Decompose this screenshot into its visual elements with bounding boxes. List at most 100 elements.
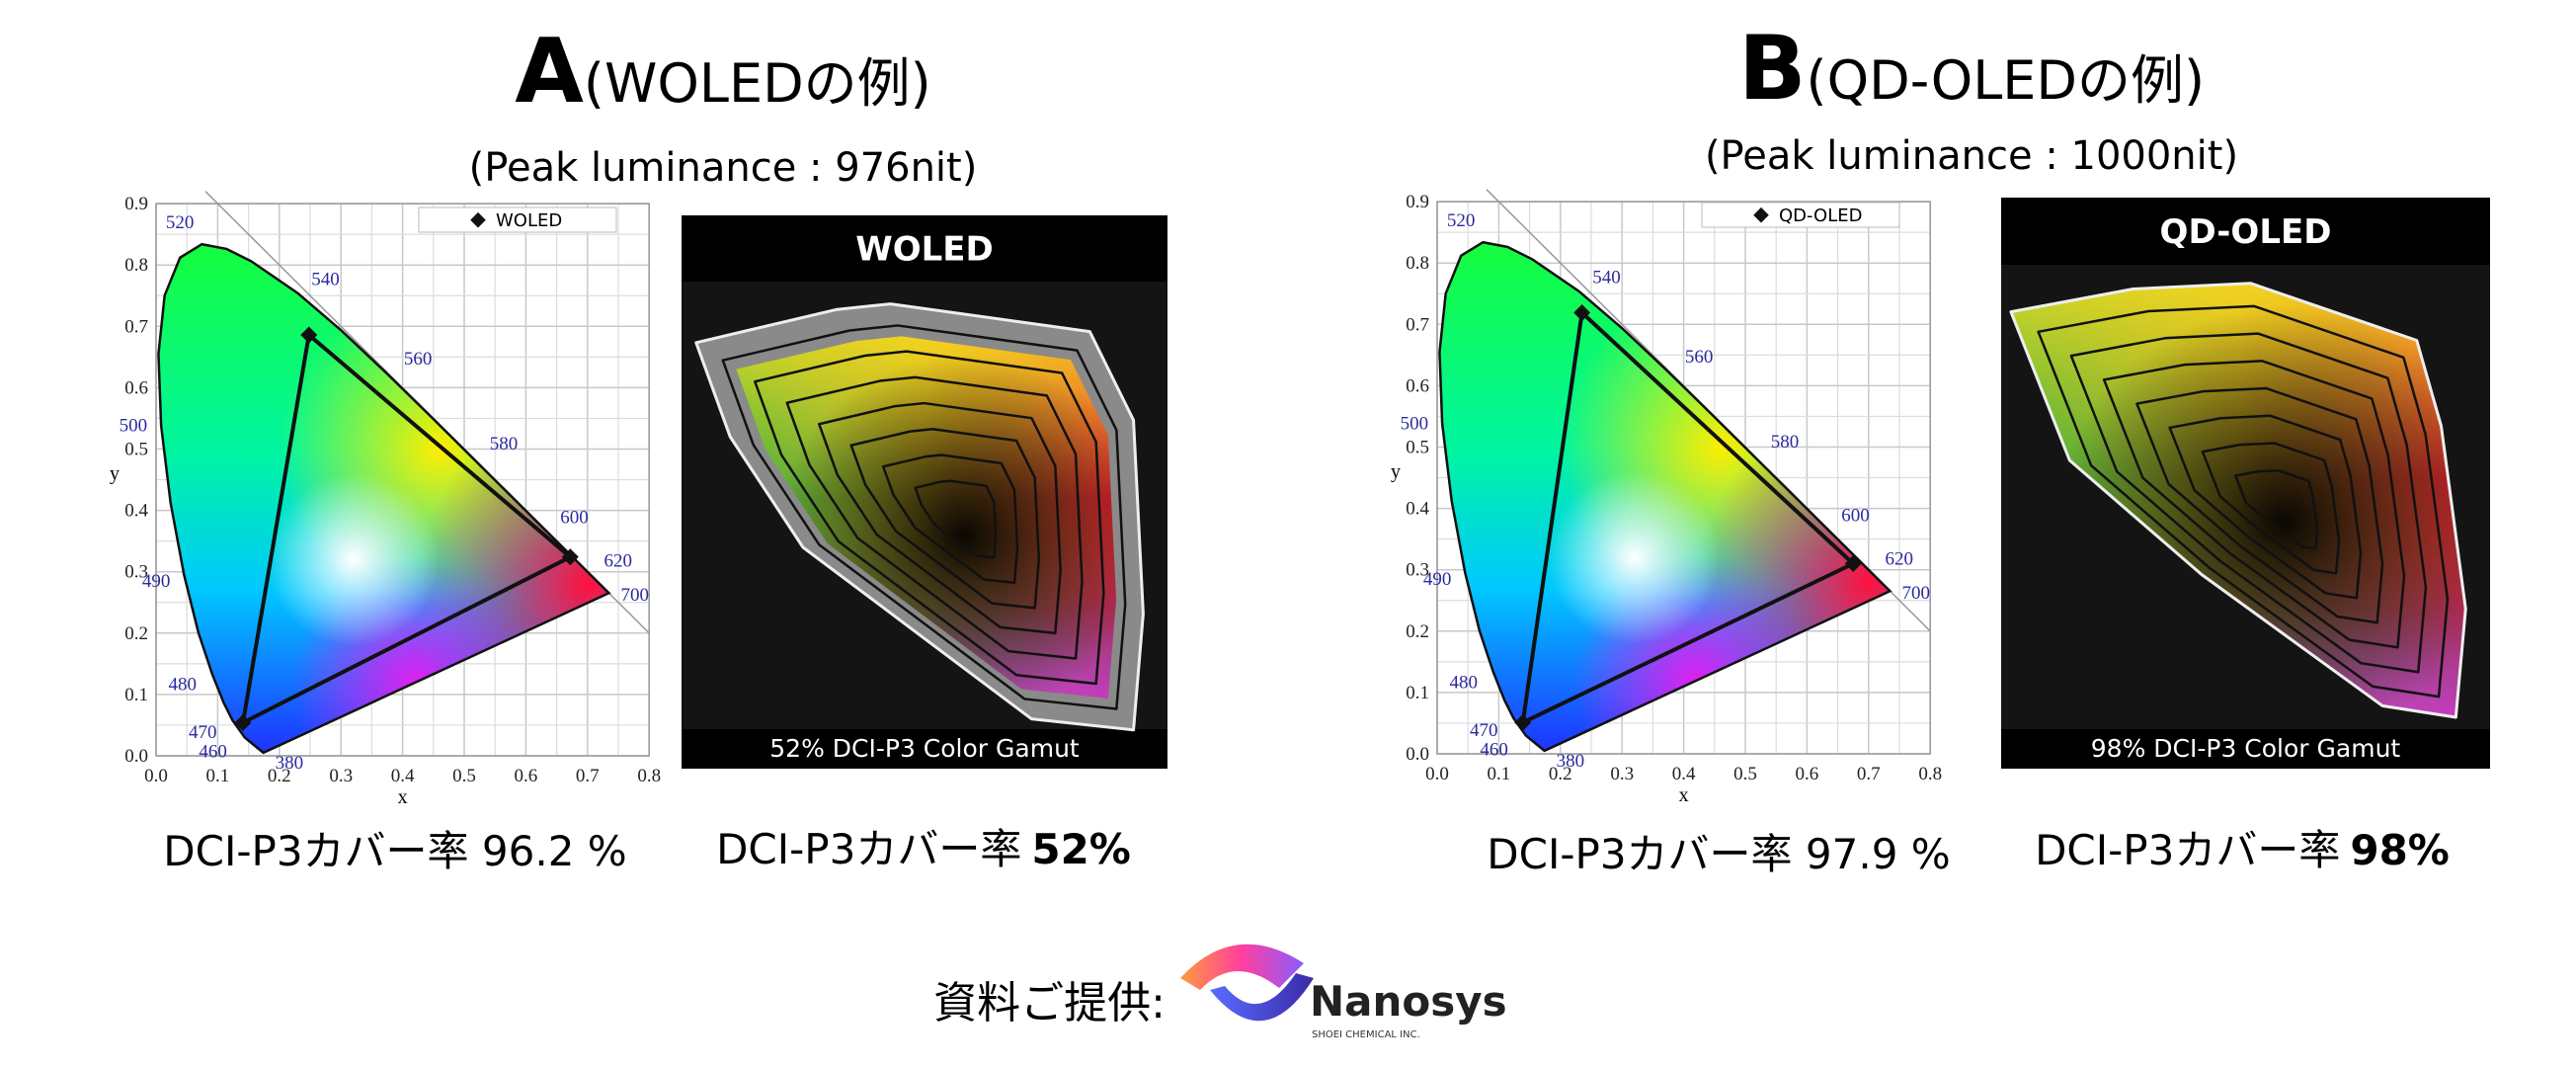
plot-frame [155, 203, 650, 757]
wavelength-label: 560 [404, 349, 433, 370]
wavelength-label: 380 [1557, 751, 1585, 772]
wavelength-label: 460 [199, 742, 227, 763]
gamut-ring [785, 375, 1084, 660]
coverage-chart: DCI-P3カバー率 96.2 % [163, 827, 626, 875]
y-tick-label: 0.1 [1406, 683, 1429, 703]
wavelength-label: 500 [1401, 414, 1429, 435]
x-tick-label: 0.1 [1488, 764, 1511, 784]
gamut-ring [2233, 469, 2319, 550]
gamut-image-footer [682, 729, 1167, 769]
gamut-dark [736, 336, 1117, 699]
legend-label: QD-OLED [1779, 206, 1862, 226]
gamut-image-title: QD-OLED [2160, 212, 2332, 252]
y-tick-label: 0.4 [1406, 499, 1429, 520]
gamut-image-footer [2001, 729, 2490, 769]
wavelength-label: 600 [1841, 506, 1870, 527]
y-tick-label: 0.3 [124, 562, 148, 583]
wavelength-label: 480 [168, 675, 197, 696]
locus-blend [1548, 470, 1722, 644]
gamut-outline [2009, 282, 2467, 719]
locus-outline [157, 242, 611, 755]
wavelength-label: 620 [1885, 549, 1913, 570]
x-axis-label: x [1679, 784, 1689, 806]
wavelength-label: 470 [189, 722, 217, 743]
gamut-ring [2102, 360, 2406, 649]
panel-letter: B [1738, 17, 1807, 121]
y-tick-label: 0.5 [1406, 438, 1429, 458]
coverage-value: 52% [1031, 825, 1131, 873]
x-tick-label: 0.8 [1918, 764, 1942, 784]
locus-fill [1439, 242, 1891, 751]
locus-blend [267, 472, 441, 646]
y-tick-label: 0.8 [1406, 253, 1429, 274]
primary-point [300, 326, 318, 344]
y-tick-label: 0.6 [1406, 375, 1429, 396]
wavelength-label: 460 [1480, 740, 1508, 761]
panel-title: B(QD-OLEDの例) [1738, 17, 2205, 121]
locus-fill [158, 244, 609, 753]
gamut-image-title: WOLED [855, 230, 994, 270]
x-tick-label: 0.1 [206, 766, 230, 786]
logo-sub: SHOEI CHEMICAL INC. [1312, 1029, 1420, 1040]
x-tick-label: 0.4 [1672, 764, 1696, 784]
x-tick-label: 0.5 [1733, 764, 1757, 784]
y-tick-label: 0.3 [1406, 560, 1429, 581]
wavelength-label: 700 [1901, 583, 1930, 604]
wavelength-label: 560 [1685, 347, 1714, 368]
panel-subtitle: (Peak luminance : 1000nit) [1705, 133, 2238, 179]
y-tick-label: 0.1 [124, 685, 148, 705]
plot-frame [1436, 201, 1931, 755]
y-tick-label: 0.0 [1406, 744, 1429, 765]
coverage-prefix: DCI-P3カバー率 [2035, 826, 2340, 874]
y-tick-label: 0.7 [1406, 314, 1429, 335]
wavelength-label: 620 [604, 551, 632, 572]
gamut-outline [694, 302, 1145, 732]
gamut-triangle [240, 331, 574, 727]
x-tick-label: 0.0 [1425, 764, 1449, 784]
coverage-image: DCI-P3カバー率 98% [2035, 826, 2450, 874]
wavelength-label: 490 [1423, 569, 1452, 590]
panel-title-text: (QD-OLEDの例) [1807, 49, 2206, 112]
wavelength-label: 540 [1592, 268, 1621, 288]
y-tick-label: 0.7 [124, 316, 148, 337]
x-tick-label: 0.6 [515, 766, 538, 786]
wavelength-label: 480 [1449, 673, 1478, 694]
gamut-ring [2135, 386, 2384, 624]
x-tick-label: 0.3 [1610, 764, 1634, 784]
gamut-ring [2201, 442, 2341, 575]
coverage-chart: DCI-P3カバー率 97.9 % [1487, 830, 1950, 878]
coverage-prefix: DCI-P3カバー率 [716, 825, 1021, 873]
wavelength-label: 380 [276, 753, 304, 774]
gamut-ring [881, 453, 1019, 585]
gamut-ring [2037, 304, 2450, 699]
gamut-image-caption: 52% DCI-P3 Color Gamut [769, 734, 1080, 763]
gamut-image-header [2001, 198, 2490, 265]
wavelength-label: 540 [311, 270, 340, 290]
gamut-ring [2069, 332, 2428, 674]
legend-marker [470, 211, 486, 228]
y-tick-label: 0.9 [124, 194, 148, 214]
gamut-ring [2168, 414, 2363, 600]
x-tick-label: 0.2 [1549, 764, 1572, 784]
primary-point [561, 548, 579, 566]
y-tick-label: 0.2 [1406, 621, 1429, 642]
y-axis-label: y [110, 463, 120, 485]
legend-box [418, 206, 617, 233]
logo-arc2 [1210, 973, 1314, 1022]
panel-title-text: (WOLEDの例) [584, 52, 931, 115]
y-tick-label: 0.8 [124, 255, 148, 276]
panel-subtitle: (Peak luminance : 976nit) [469, 145, 978, 191]
x-tick-label: 0.6 [1796, 764, 1819, 784]
y-tick-label: 0.0 [124, 746, 148, 767]
y-tick-label: 0.6 [124, 377, 148, 398]
wavelength-label: 500 [120, 416, 148, 437]
legend-marker [1753, 206, 1769, 223]
panel-letter: A [515, 20, 584, 123]
legend-box [1701, 202, 1900, 228]
y-axis-label: y [1391, 461, 1401, 483]
x-tick-label: 0.8 [637, 766, 661, 786]
legend-label: WOLED [496, 210, 562, 231]
logo-arc [1180, 944, 1304, 990]
